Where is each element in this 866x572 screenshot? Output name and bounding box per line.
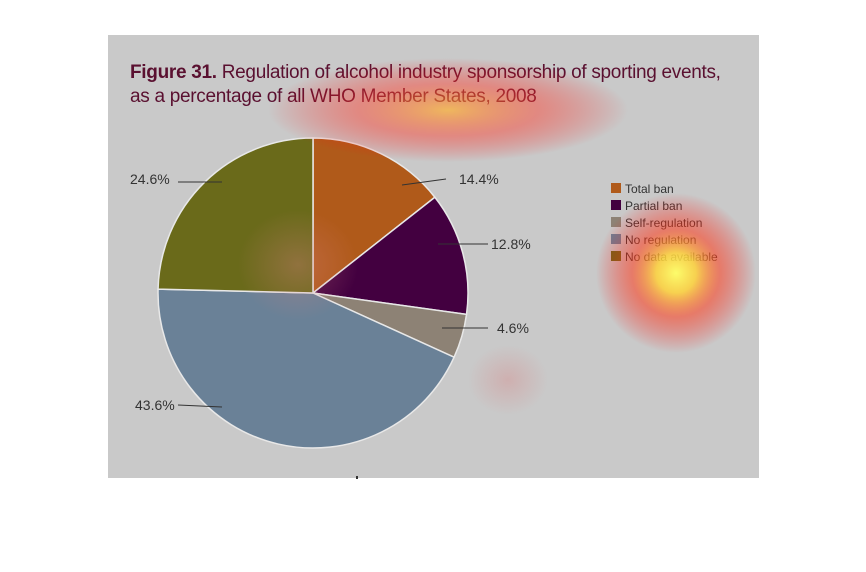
leader-line: [401, 178, 447, 186]
legend-label: Partial ban: [625, 199, 682, 213]
stray-tick: [356, 476, 358, 479]
slice-percent-label: 43.6%: [135, 397, 175, 413]
legend-label: No regulation: [625, 233, 696, 247]
pie-slice-no-data-available: [157, 137, 314, 294]
leader-line: [177, 404, 223, 408]
legend-swatch: [611, 183, 621, 193]
slice-percent-label: 24.6%: [130, 171, 170, 187]
pie-slice-no-regulation: [157, 288, 456, 449]
legend-swatch: [611, 251, 621, 261]
slice-percent-label: 14.4%: [459, 171, 499, 187]
slice-percent-label: 12.8%: [491, 236, 531, 252]
pie-labels: 14.4% 12.8% 4.6% 43.6% 24.6%: [130, 171, 531, 413]
pie-chart: 14.4% 12.8% 4.6% 43.6% 24.6% Total ban Partia…: [130, 137, 718, 449]
legend-swatch: [611, 200, 621, 210]
legend-label: Total ban: [625, 182, 674, 196]
slice-percent-label: 4.6%: [497, 320, 529, 336]
pie-slices: [157, 137, 469, 449]
legend-swatch: [611, 217, 621, 227]
figure-panel: Figure 31. Regulation of alcohol industr…: [108, 35, 759, 478]
legend-label: No data available: [625, 250, 718, 264]
legend-swatch: [611, 234, 621, 244]
legend: Total ban Partial ban Self-regulation No re…: [611, 182, 718, 264]
pie-leader-lines: [177, 178, 488, 408]
legend-label: Self-regulation: [625, 216, 702, 230]
figure-number: Figure 31.: [130, 62, 217, 83]
